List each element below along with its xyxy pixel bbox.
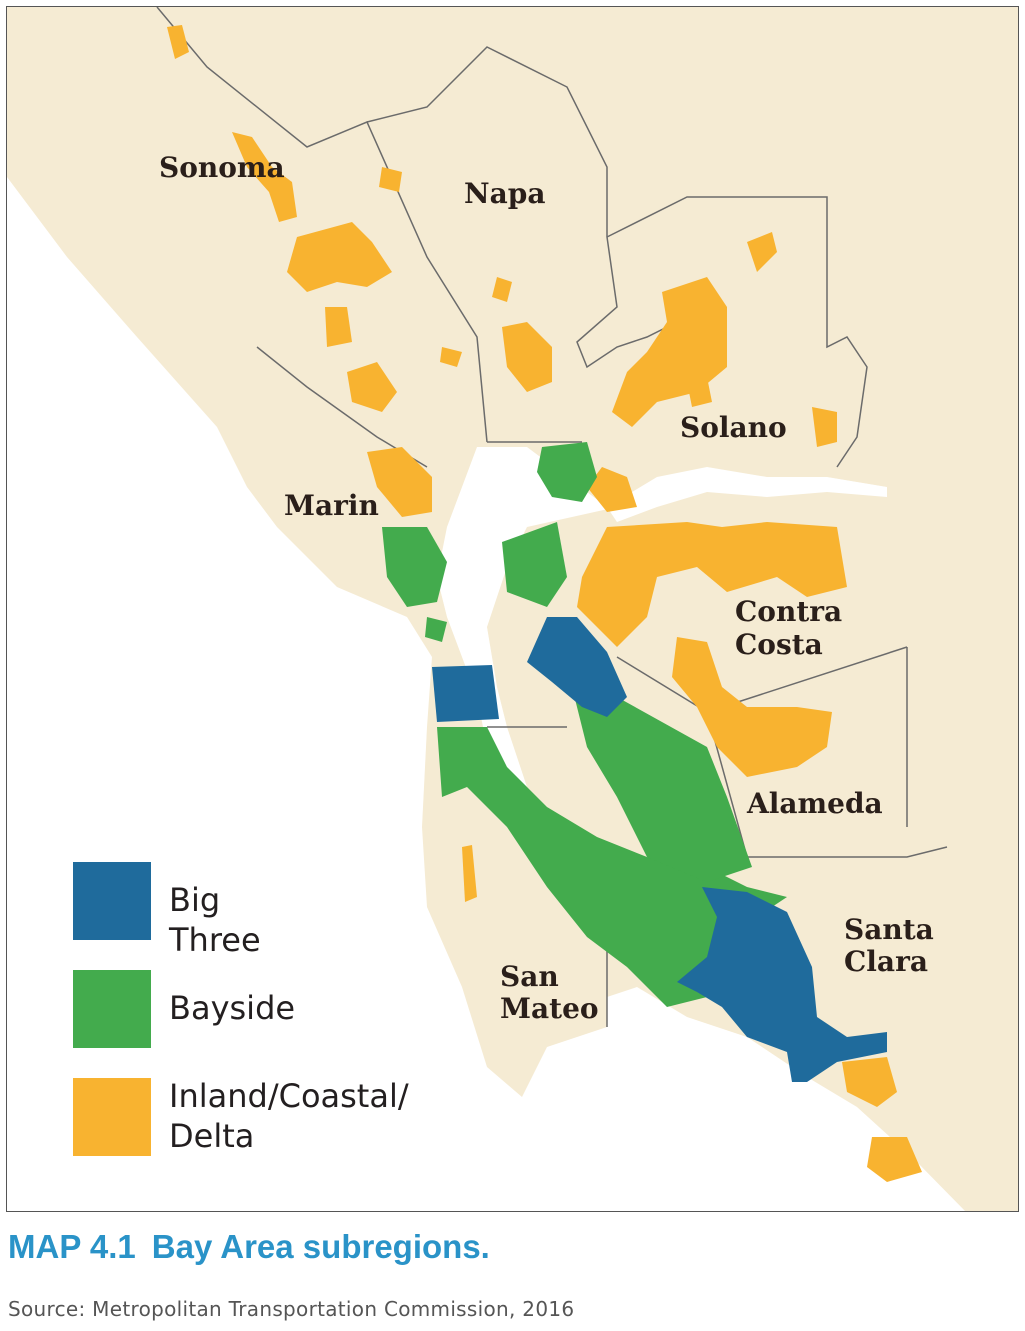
caption-number: MAP 4.1	[8, 1228, 136, 1265]
county-label-napa: Napa	[464, 177, 545, 210]
county-label-contra-costa-line-1: Contra	[735, 595, 842, 628]
county-label-santa-clara-line-1: Santa	[844, 913, 934, 946]
county-label-contra-costa: Contra Costa	[735, 595, 852, 661]
legend-item-inland-coastal-delta: Inland/Coastal/ Delta	[73, 1077, 409, 1156]
county-label-marin: Marin	[284, 489, 379, 522]
county-label-san-mateo-line-2: Mateo	[500, 992, 599, 1025]
legend-label-bayside: Bayside	[169, 989, 296, 1027]
legend-label-big-three: Big Three	[169, 881, 261, 959]
legend-item-bayside: Bayside	[73, 970, 295, 1048]
county-label-san-mateo: San Mateo	[500, 960, 599, 1025]
bayside-areas	[382, 442, 787, 1007]
delta-water	[607, 467, 887, 522]
map-frame: Sonoma Napa Solano Marin Contra Costa Al…	[6, 6, 1019, 1212]
county-boundaries	[156, 7, 948, 1027]
legend-label-inland-coastal-delta: Inland/Coastal/ Delta	[169, 1077, 409, 1155]
map-caption: MAP 4.1 Bay Area subregions.	[8, 1228, 490, 1266]
caption-title: Bay Area subregions.	[151, 1228, 490, 1265]
legend-swatch-inland-coastal-delta	[73, 1078, 151, 1156]
county-label-san-mateo-line-1: San	[500, 960, 559, 993]
legend-swatch-big-three	[73, 862, 151, 940]
legend-swatch-bayside	[73, 970, 151, 1048]
county-label-santa-clara: Santa Clara	[844, 913, 944, 978]
county-label-contra-costa-line-2: Costa	[735, 628, 823, 661]
county-label-alameda: Alameda	[746, 787, 883, 820]
big-three-areas	[432, 617, 887, 1082]
county-label-sonoma: Sonoma	[159, 151, 285, 184]
bay-area-map: Sonoma Napa Solano Marin Contra Costa Al…	[7, 7, 1018, 1211]
legend-item-big-three: Big Three	[73, 862, 261, 959]
inland-coastal-delta-areas	[167, 25, 922, 1182]
county-label-santa-clara-line-2: Clara	[844, 945, 928, 978]
county-label-solano: Solano	[680, 411, 787, 444]
source-note: Source: Metropolitan Transportation Comm…	[8, 1297, 575, 1321]
